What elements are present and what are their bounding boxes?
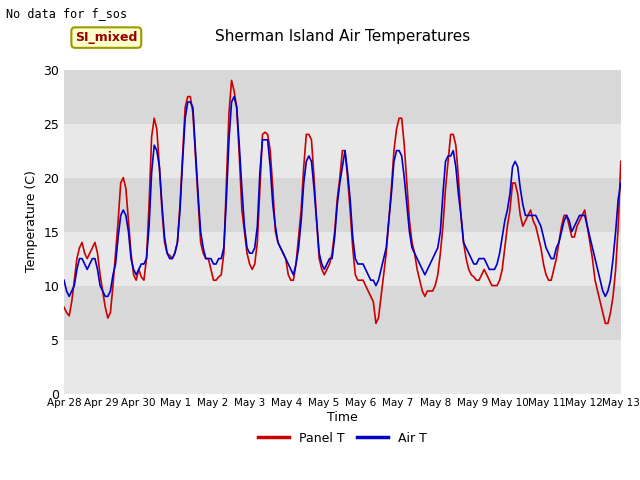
Bar — [64, 232, 621, 286]
Air T — [233, 105, 241, 110]
Air T — [256, 169, 264, 175]
Air T — [60, 277, 68, 283]
Panel T — [60, 304, 68, 310]
Bar — [64, 124, 621, 178]
Air T — [186, 99, 194, 105]
Panel T — [230, 88, 238, 94]
Panel T — [253, 240, 261, 245]
Air T — [65, 293, 73, 300]
Text: No data for f_sos: No data for f_sos — [6, 7, 127, 20]
Bar — [64, 286, 621, 340]
Title: Sherman Island Air Temperatures: Sherman Island Air Temperatures — [215, 29, 470, 44]
Air T — [228, 99, 236, 105]
Air T — [230, 94, 238, 99]
Panel T — [225, 110, 233, 116]
Text: SI_mixed: SI_mixed — [75, 31, 138, 44]
Line: Panel T: Panel T — [64, 80, 621, 324]
Bar — [64, 178, 621, 232]
Panel T — [527, 207, 534, 213]
Panel T — [372, 321, 380, 326]
Panel T — [218, 272, 225, 277]
Air T — [527, 213, 534, 218]
Panel T — [228, 77, 236, 84]
Bar — [64, 70, 621, 123]
Legend: Panel T, Air T: Panel T, Air T — [253, 427, 432, 450]
Panel T — [184, 94, 191, 99]
X-axis label: Time: Time — [327, 411, 358, 424]
Line: Air T: Air T — [64, 96, 621, 296]
Air T — [220, 245, 228, 251]
Y-axis label: Temperature (C): Temperature (C) — [25, 170, 38, 272]
Bar — [64, 340, 621, 394]
Air T — [617, 180, 625, 186]
Panel T — [617, 158, 625, 164]
